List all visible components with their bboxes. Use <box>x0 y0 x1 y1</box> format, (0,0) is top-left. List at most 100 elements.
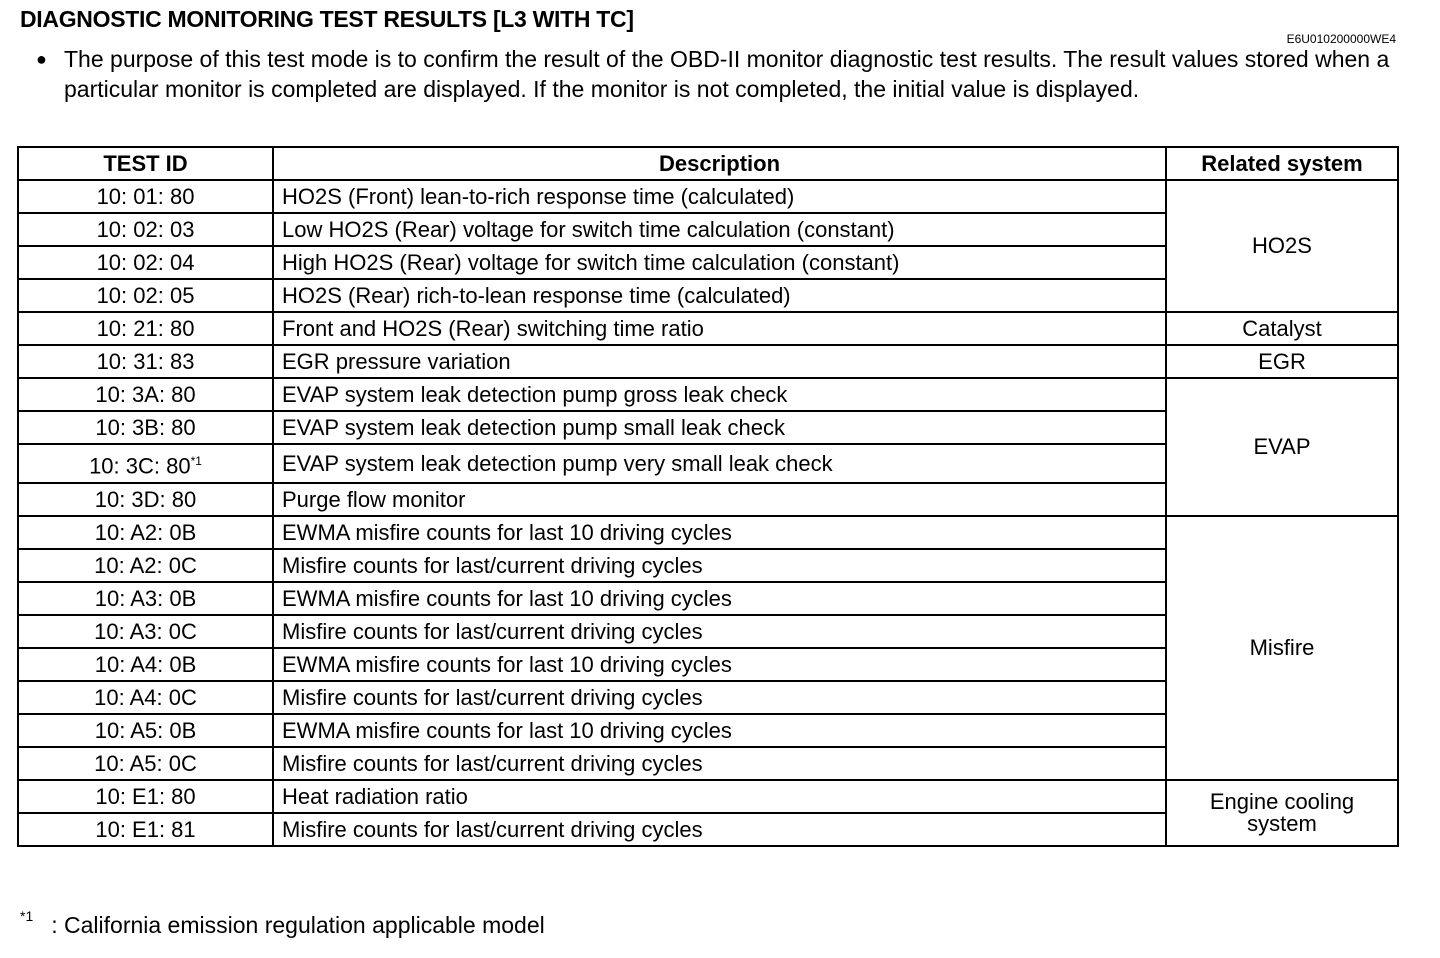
test-id: 10: A2: 0C <box>94 552 197 578</box>
intro-text: The purpose of this test mode is to conf… <box>64 46 1390 102</box>
test-id: 10: 3D: 80 <box>94 486 197 512</box>
test-id: 10: A4: 0B <box>94 651 197 677</box>
test-id-cell: 10: 21: 80 <box>17 311 274 346</box>
test-id: 10: A3: 0B <box>94 585 197 611</box>
test-id-cell: 10: 02: 04 <box>17 245 274 280</box>
table-row: 10: 3D: 80 Purge flow monitor <box>17 482 1398 517</box>
test-id-cell: 10: A2: 0B <box>17 515 274 550</box>
test-id: 10: 3C: 80 <box>89 453 191 479</box>
intro-paragraph: ● The purpose of this test mode is to co… <box>36 44 1396 104</box>
test-id-cell: 10: 31: 83 <box>17 344 274 379</box>
header-test-id: TEST ID <box>17 146 274 181</box>
test-id: 10: A2: 0B <box>94 519 197 545</box>
table-row: 10: 3B: 80 EVAP system leak detection pum… <box>17 410 1398 445</box>
test-id-cell: 10: E1: 81 <box>17 812 274 847</box>
test-id-cell: 10: A3: 0B <box>17 581 274 616</box>
test-id: 10: 02: 04 <box>96 249 195 275</box>
table-row: 10: A2: 0B EWMA misfire counts for last 1… <box>17 515 1399 781</box>
test-id-cell: 10: A3: 0C <box>17 614 274 649</box>
table-header-row: TEST ID Description Related system <box>17 146 1399 181</box>
related-system-cell: Misfire <box>1165 515 1399 781</box>
description-cell: Purge flow monitor <box>272 482 1167 517</box>
description-cell: EVAP system leak detection pump very sma… <box>272 443 1167 484</box>
test-id: 10: A4: 0C <box>94 684 197 710</box>
test-id-cell: 10: A2: 0C <box>17 548 274 583</box>
footnote-ref: *1 <box>190 453 202 468</box>
test-id-cell: 10: E1: 80 <box>17 779 274 814</box>
description-cell: EWMA misfire counts for last 10 driving … <box>272 713 1167 748</box>
table-row: 10: A3: 0C Misfire counts for last/curren… <box>17 614 1398 649</box>
table-row: 10: 02: 03 Low HO2S (Rear) voltage for sw… <box>17 212 1398 247</box>
test-id: 10: E1: 80 <box>95 783 196 809</box>
table-row: 10: 21: 80 Front and HO2S (Rear) switchin… <box>17 311 1399 346</box>
description-cell: Misfire counts for last/current driving … <box>272 548 1167 583</box>
description-cell: HO2S (Rear) rich-to-lean response time (… <box>272 278 1167 313</box>
test-id: 10: 21: 80 <box>96 315 195 341</box>
table-row: 10: 31: 83 EGR pressure variation EGR <box>17 344 1399 379</box>
test-id: 10: 3B: 80 <box>95 414 196 440</box>
related-system-cell: Engine cooling system <box>1165 779 1399 847</box>
test-id-cell: 10: 02: 03 <box>17 212 274 247</box>
test-id: 10: 01: 80 <box>96 183 195 209</box>
test-id-cell: 10: A4: 0B <box>17 647 274 682</box>
description-cell: EGR pressure variation <box>272 344 1167 379</box>
table-row: 10: E1: 81 Misfire counts for last/curren… <box>17 812 1398 847</box>
description-cell: Misfire counts for last/current driving … <box>272 680 1167 715</box>
page-title: DIAGNOSTIC MONITORING TEST RESULTS [L3 W… <box>20 6 634 32</box>
description-cell: Low HO2S (Rear) voltage for switch time … <box>272 212 1167 247</box>
related-system-cell: EGR <box>1165 344 1399 379</box>
test-id: 10: 3A: 80 <box>95 381 196 407</box>
related-system-cell: Catalyst <box>1165 311 1399 346</box>
table-row: 10: A4: 0C Misfire counts for last/curren… <box>17 680 1398 715</box>
test-id-cell: 10: 3D: 80 <box>17 482 274 517</box>
table-row: 10: A5: 0C Misfire counts for last/curren… <box>17 746 1398 781</box>
description-cell: EWMA misfire counts for last 10 driving … <box>272 515 1167 550</box>
test-id: 10: 31: 83 <box>96 348 195 374</box>
description-cell: Misfire counts for last/current driving … <box>272 746 1167 781</box>
description-cell: EVAP system leak detection pump gross le… <box>272 377 1167 412</box>
test-id-cell: 10: A5: 0C <box>17 746 274 781</box>
test-id-cell: 10: A4: 0C <box>17 680 274 715</box>
test-id-cell: 10: 3A: 80 <box>17 377 274 412</box>
table-row: 10: A2: 0C Misfire counts for last/curren… <box>17 548 1398 583</box>
test-id-cell: 10: 3C: 80*1 <box>17 443 274 484</box>
table-row: 10: 02: 05 HO2S (Rear) rich-to-lean respo… <box>17 278 1398 313</box>
footnote: *1 : California emission regulation appli… <box>20 908 545 939</box>
table-row: 10: A3: 0B EWMA misfire counts for last 1… <box>17 581 1398 616</box>
table-row: 10: E1: 80 Heat radiation ratio Engine coo… <box>17 779 1399 847</box>
description-cell: Heat radiation ratio <box>272 779 1167 814</box>
description-cell: EWMA misfire counts for last 10 driving … <box>272 581 1167 616</box>
description-cell: Front and HO2S (Rear) switching time rat… <box>272 311 1167 346</box>
description-cell: Misfire counts for last/current driving … <box>272 614 1167 649</box>
test-id: 10: 02: 03 <box>96 216 195 242</box>
test-id: 10: A5: 0B <box>94 717 197 743</box>
table-row: 10: 3C: 80*1 EVAP system leak detection p… <box>17 443 1398 484</box>
test-results-table: TEST ID Description Related system 10: 0… <box>17 146 1399 847</box>
document-id: E6U010200000WE4 <box>1286 32 1396 46</box>
related-system-cell: EVAP <box>1165 377 1399 517</box>
table-row: 10: 01: 80 HO2S (Front) lean-to-rich resp… <box>17 179 1399 313</box>
table-row: 10: A5: 0B EWMA misfire counts for last 1… <box>17 713 1398 748</box>
footnote-mark: *1 <box>20 908 34 924</box>
test-id-cell: 10: 01: 80 <box>17 179 274 214</box>
table-row: 10: 02: 04 High HO2S (Rear) voltage for s… <box>17 245 1398 280</box>
table-row: 10: A4: 0B EWMA misfire counts for last 1… <box>17 647 1398 682</box>
table-row: 10: 3A: 80 EVAP system leak detection pum… <box>17 377 1399 517</box>
header-related-system: Related system <box>1165 146 1399 181</box>
test-id: 10: A5: 0C <box>94 750 197 776</box>
description-cell: EWMA misfire counts for last 10 driving … <box>272 647 1167 682</box>
description-cell: EVAP system leak detection pump small le… <box>272 410 1167 445</box>
test-id: 10: A3: 0C <box>94 618 197 644</box>
test-id-cell: 10: 3B: 80 <box>17 410 274 445</box>
description-cell: Misfire counts for last/current driving … <box>272 812 1167 847</box>
test-id: 10: 02: 05 <box>96 282 195 308</box>
related-system-cell: HO2S <box>1165 179 1399 313</box>
description-cell: HO2S (Front) lean-to-rich response time … <box>272 179 1167 214</box>
test-id-cell: 10: 02: 05 <box>17 278 274 313</box>
description-cell: High HO2S (Rear) voltage for switch time… <box>272 245 1167 280</box>
test-id: 10: E1: 81 <box>95 816 196 842</box>
header-description: Description <box>272 146 1167 181</box>
test-id-cell: 10: A5: 0B <box>17 713 274 748</box>
bullet-icon: ● <box>36 49 47 69</box>
footnote-text: : California emission regulation applica… <box>51 912 545 938</box>
